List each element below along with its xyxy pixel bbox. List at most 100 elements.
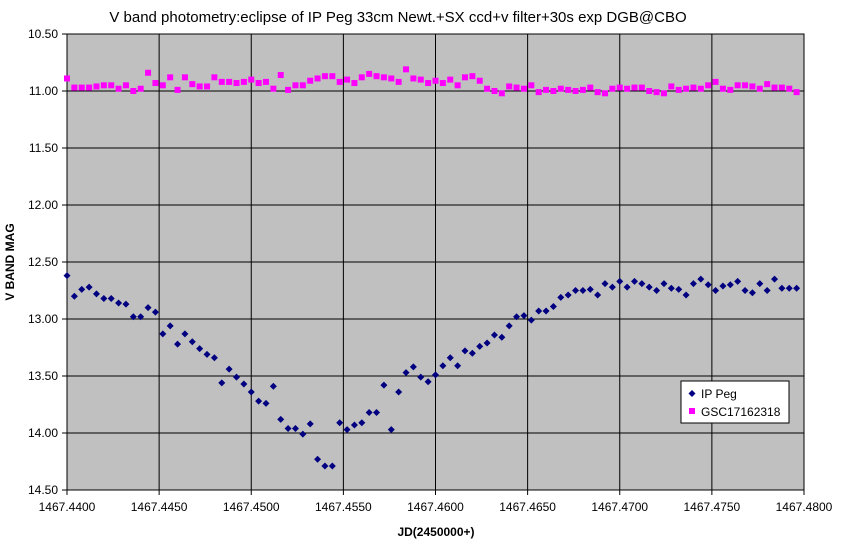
ip-peg-point bbox=[490, 331, 498, 339]
y-tick-label: 12.50 bbox=[28, 255, 58, 269]
y-tick-label: 13.50 bbox=[28, 369, 58, 383]
gsc-point bbox=[535, 89, 542, 96]
gsc-point bbox=[336, 78, 343, 85]
gsc-point bbox=[705, 82, 712, 89]
gsc-point bbox=[152, 80, 159, 87]
ip-peg-point bbox=[218, 379, 226, 387]
gsc-point bbox=[764, 81, 771, 88]
gsc-point bbox=[358, 74, 365, 81]
y-tick-label: 11.50 bbox=[29, 141, 58, 155]
y-axis-label: V BAND MAG bbox=[3, 223, 17, 300]
gsc-point bbox=[624, 85, 631, 92]
ip-peg-point bbox=[564, 291, 572, 299]
gsc-point bbox=[321, 73, 328, 80]
ip-peg-point bbox=[763, 287, 771, 294]
gsc-point bbox=[484, 85, 491, 92]
x-tick-label: 1467.4400 bbox=[39, 500, 96, 514]
ip-peg-point bbox=[373, 408, 381, 416]
gsc-point bbox=[299, 82, 306, 89]
gsc-point bbox=[668, 83, 675, 90]
gsc-point bbox=[565, 86, 572, 93]
gsc-point bbox=[432, 77, 439, 84]
ip-peg-point bbox=[365, 408, 373, 416]
ip-peg-point bbox=[719, 282, 727, 290]
gsc-point bbox=[506, 83, 513, 90]
gsc-point bbox=[646, 88, 653, 94]
ip-peg-point bbox=[196, 345, 204, 353]
gsc-point bbox=[314, 75, 321, 82]
legend: IP Peg GSC17162318 bbox=[680, 380, 790, 424]
gsc-point bbox=[543, 86, 550, 93]
x-tick-label: 1467.4700 bbox=[591, 500, 648, 514]
gsc-point bbox=[756, 85, 763, 92]
gsc-point bbox=[248, 76, 255, 83]
gsc-point bbox=[174, 86, 181, 93]
gsc-point bbox=[380, 74, 387, 81]
ip-peg-point bbox=[350, 421, 358, 429]
gsc-point bbox=[579, 86, 586, 93]
gsc-point bbox=[513, 84, 520, 91]
ip-peg-point bbox=[513, 313, 521, 321]
gsc-point bbox=[145, 69, 152, 76]
ip-peg-point bbox=[623, 283, 631, 291]
gsc-point bbox=[366, 70, 373, 77]
ip-peg-point bbox=[181, 330, 189, 338]
ip-peg-point bbox=[387, 426, 395, 434]
legend-label-gsc: GSC17162318 bbox=[701, 405, 781, 419]
ip-peg-point bbox=[756, 280, 764, 288]
ip-peg-point bbox=[85, 283, 93, 291]
gsc-point bbox=[594, 89, 601, 96]
gsc-point bbox=[307, 77, 314, 84]
ip-peg-point bbox=[233, 373, 241, 381]
ip-peg-point bbox=[557, 293, 565, 301]
ip-peg-point bbox=[660, 280, 668, 288]
x-tick-label: 1467.4800 bbox=[776, 500, 833, 514]
ip-peg-point bbox=[667, 284, 675, 292]
legend-marker-ip-peg bbox=[688, 390, 696, 397]
legend-marker-gsc bbox=[689, 408, 695, 414]
gsc-point bbox=[572, 88, 579, 94]
ip-peg-point bbox=[137, 313, 145, 321]
gsc-point bbox=[189, 81, 196, 88]
x-tick-label: 1467.4550 bbox=[315, 500, 372, 514]
ip-peg-point bbox=[476, 342, 484, 350]
gsc-point bbox=[425, 80, 432, 87]
gsc-point bbox=[417, 76, 424, 83]
series-gsc17162318 bbox=[64, 66, 800, 97]
gsc-point bbox=[159, 82, 166, 89]
ip-peg-point bbox=[262, 399, 270, 407]
ip-peg-point bbox=[78, 285, 86, 293]
ip-peg-point bbox=[697, 275, 705, 283]
ip-peg-point bbox=[63, 272, 71, 280]
ip-peg-point bbox=[535, 307, 543, 315]
ip-peg-point bbox=[689, 280, 697, 288]
gsc-point bbox=[196, 83, 203, 90]
series-ip-peg bbox=[63, 272, 801, 470]
gsc-point bbox=[550, 88, 557, 94]
gsc-point bbox=[211, 74, 218, 81]
y-tick-label: 13.00 bbox=[28, 312, 58, 326]
gsc-point bbox=[749, 83, 756, 90]
gsc-point bbox=[631, 84, 638, 91]
gsc-point bbox=[115, 85, 122, 92]
gsc-point bbox=[226, 78, 233, 85]
y-axis-ticks: 10.50 11.00 11.50 12.00 12.50 13.00 13.50 14.00… bbox=[28, 27, 67, 497]
ip-peg-point bbox=[645, 283, 653, 291]
gsc-point bbox=[454, 82, 461, 89]
gsc-point bbox=[587, 84, 594, 91]
ip-peg-point bbox=[520, 312, 528, 320]
ip-peg-point bbox=[247, 388, 255, 396]
ip-peg-point bbox=[549, 302, 557, 310]
gsc-point bbox=[660, 90, 667, 97]
ip-peg-point bbox=[409, 363, 417, 371]
ip-peg-point bbox=[144, 304, 152, 312]
data-points bbox=[63, 66, 801, 470]
ip-peg-point bbox=[92, 290, 100, 298]
y-tick-label: 10.50 bbox=[28, 27, 58, 41]
ip-peg-point bbox=[203, 350, 211, 358]
gsc-point bbox=[292, 82, 299, 89]
ip-peg-point bbox=[395, 388, 403, 396]
ip-peg-point bbox=[240, 380, 248, 388]
gsc-point bbox=[602, 90, 609, 97]
